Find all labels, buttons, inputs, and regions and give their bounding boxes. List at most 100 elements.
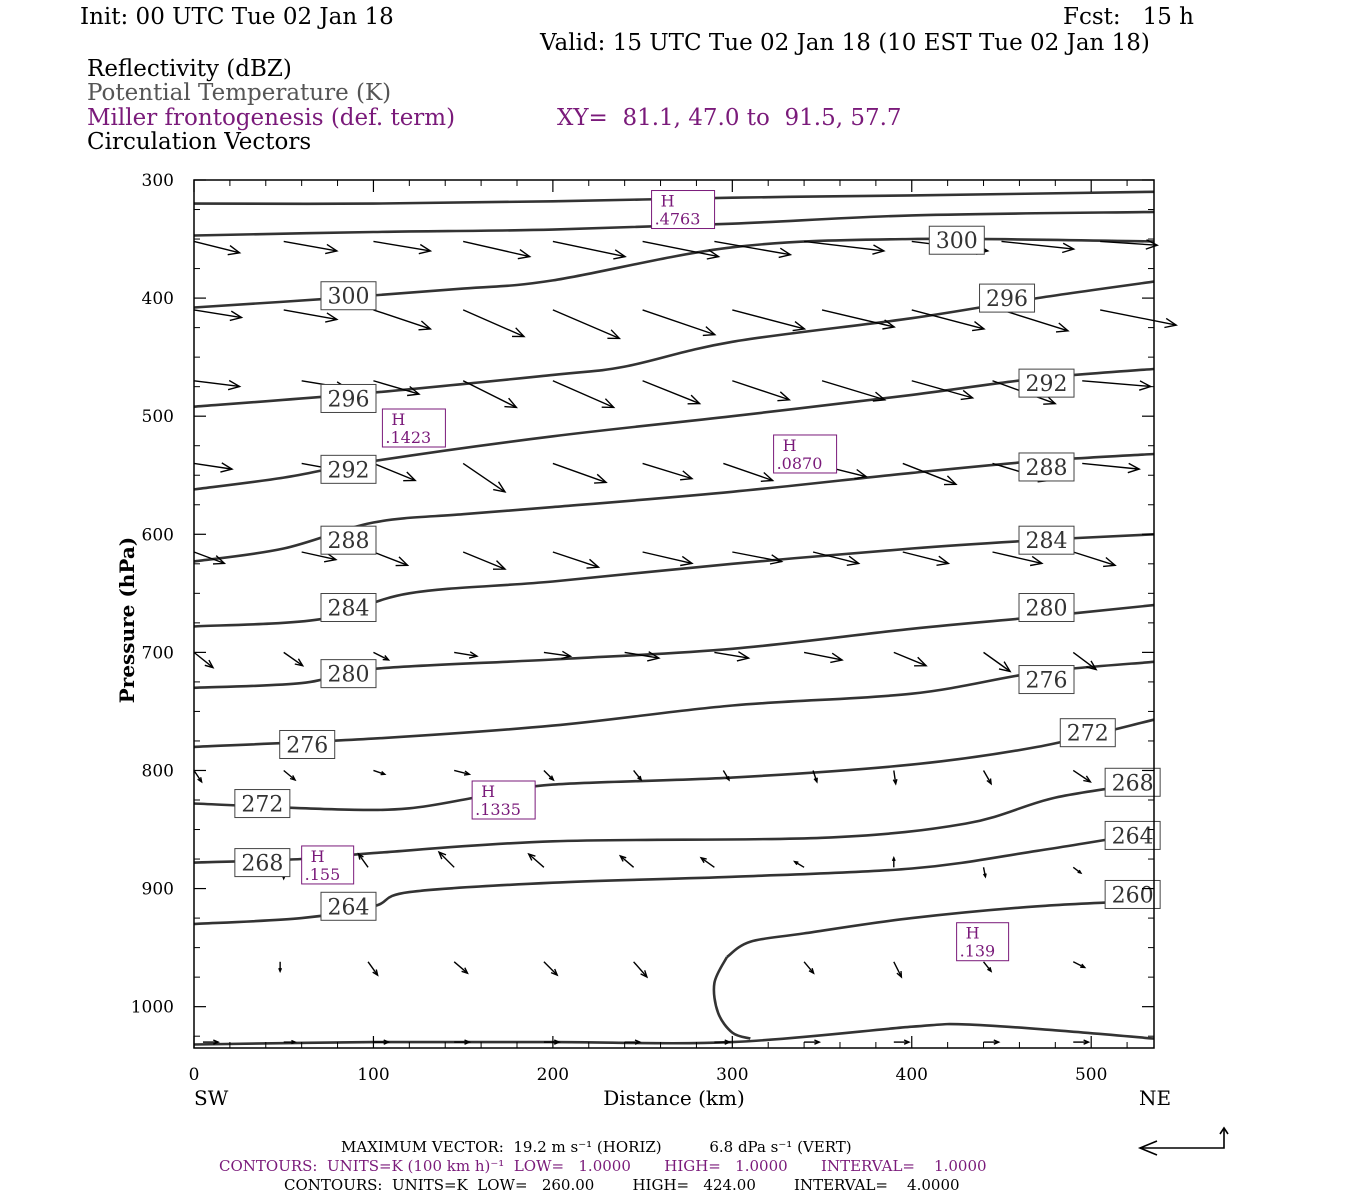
- isentrope-label-box: [1018, 665, 1075, 695]
- circulation-vector: [891, 855, 896, 868]
- isentrope-label-box: [1018, 368, 1075, 398]
- isentrope-line: [712, 956, 751, 1040]
- isentrope-label: 288: [1026, 456, 1068, 481]
- circulation-vector: [193, 379, 242, 391]
- valid-time: Valid: 15 UTC Tue 02 Jan 18 (10 EST Tue …: [540, 30, 1150, 56]
- circulation-vector: [1001, 309, 1070, 333]
- circulation-vector: [454, 651, 479, 659]
- maximum-box: [773, 434, 838, 474]
- ne-label: NE: [1139, 1086, 1171, 1110]
- isentrope-label: 264: [327, 895, 369, 920]
- circulation-vector: [642, 462, 694, 481]
- frontogenesis-contour-info: CONTOURS: UNITS=K (100 km h)⁻¹ LOW= 1.00…: [219, 1157, 987, 1175]
- isentrope-label-box: [320, 281, 377, 311]
- maximum-h-label: H: [783, 436, 797, 455]
- contour-label-layer: 2602642642682682722722762762802802842842…: [234, 225, 1161, 921]
- circulation-vector: [357, 852, 369, 868]
- circulation-vector: [283, 651, 305, 667]
- y-tick-label: 400: [142, 289, 174, 309]
- isentrope-label: 288: [327, 529, 369, 554]
- isentrope-label-box: [1104, 879, 1161, 909]
- circulation-vector: [893, 651, 928, 667]
- field-reflectivity: Reflectivity (dBZ): [87, 56, 292, 82]
- isentrope-label-box: [320, 659, 377, 689]
- circulation-vector: [193, 240, 242, 256]
- circulation-vector: [301, 551, 338, 563]
- maximum-h-label: H: [966, 924, 980, 943]
- circulation-vector: [552, 462, 608, 484]
- circulation-vector: [812, 551, 861, 566]
- circulation-vector: [893, 1039, 911, 1045]
- maximum-box: [956, 922, 1010, 962]
- circulation-vector: [454, 1039, 472, 1045]
- y-tick-label: 700: [142, 643, 174, 663]
- circulation-vector: [453, 961, 469, 975]
- circulation-vector: [821, 309, 896, 330]
- circulation-vector: [1073, 551, 1117, 568]
- circulation-vector: [732, 309, 807, 332]
- isentrope-label-box: [320, 383, 377, 413]
- circulation-vector: [1072, 769, 1092, 783]
- isentrope-label: 272: [241, 793, 283, 818]
- isentrope-label-box: [234, 789, 291, 819]
- maximum-box: [381, 408, 446, 448]
- circulation-vector: [1073, 1039, 1091, 1045]
- circulation-vector: [373, 240, 433, 255]
- maximum-box: [471, 780, 536, 820]
- field-frontogenesis: Miller frontogenesis (def. term): [87, 105, 456, 131]
- circulation-vector: [437, 850, 455, 868]
- circulation-vector: [283, 1039, 297, 1045]
- circulation-vector: [552, 309, 622, 340]
- circulation-vector: [283, 769, 297, 782]
- isentrope-label-box: [320, 891, 377, 921]
- circulation-vector: [902, 551, 951, 566]
- circulation-vector: [543, 650, 573, 660]
- circulation-vector: [527, 852, 545, 868]
- circulation-vector: [1001, 240, 1076, 254]
- circulation-vector: [367, 961, 379, 977]
- circulation-vector: [714, 1039, 732, 1045]
- isentrope-label: 300: [936, 229, 978, 254]
- reference-vector-icon: [1137, 1126, 1229, 1156]
- isentrope-label: 268: [241, 852, 283, 877]
- y-axis-label: Pressure (hPa): [115, 537, 139, 704]
- x-axis-label: Distance (km): [603, 1086, 745, 1110]
- isentrope-line: [193, 1022, 1155, 1046]
- maximum-h-label: H: [661, 192, 675, 211]
- isentrope-label-box: [1018, 525, 1075, 555]
- circulation-vector: [1100, 309, 1178, 329]
- circulation-vector: [618, 854, 635, 868]
- maximum-h-label: H: [391, 410, 405, 429]
- circulation-vector: [732, 551, 784, 565]
- circulation-vector: [821, 380, 887, 402]
- circulation-vector: [1072, 866, 1083, 875]
- circulation-vector: [193, 770, 203, 784]
- isentrope-label-box: [979, 283, 1036, 313]
- circulation-vector: [804, 240, 886, 255]
- circulation-vector: [543, 961, 559, 977]
- circulation-vector: [283, 309, 339, 323]
- field-potential-temperature: Potential Temperature (K): [87, 80, 392, 106]
- forecast-hour: Fcst: 15 h: [1063, 4, 1194, 30]
- circulation-vector: [982, 867, 987, 879]
- circulation-vector: [1072, 651, 1098, 671]
- isentrope-label: 284: [327, 597, 369, 622]
- circulation-vector: [714, 240, 793, 259]
- circulation-vector: [804, 1039, 822, 1045]
- y-tick-label: 1000: [131, 998, 174, 1018]
- circulation-vector: [902, 462, 958, 486]
- maximum-h-label: H: [481, 782, 495, 801]
- circulation-vector: [462, 551, 507, 570]
- circulation-vector: [983, 651, 1012, 673]
- circulation-vector: [373, 651, 391, 661]
- circulation-vector: [1082, 380, 1153, 391]
- maximum-box: [301, 845, 355, 885]
- isentrope-label-box: [1018, 452, 1075, 482]
- circulation-vector: [911, 309, 986, 332]
- sw-label: SW: [194, 1086, 229, 1110]
- circulation-vector: [454, 769, 472, 776]
- isentrope-label: 276: [286, 733, 328, 758]
- maximum-value: .1335: [475, 800, 521, 819]
- circulation-vector: [633, 961, 649, 979]
- isentrope-label-box: [279, 729, 336, 759]
